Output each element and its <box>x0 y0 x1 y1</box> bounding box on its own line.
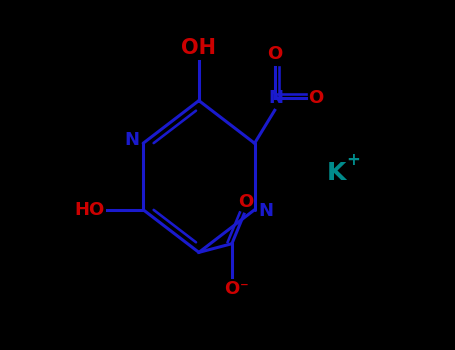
Text: N: N <box>268 90 283 107</box>
Text: OH: OH <box>182 38 217 58</box>
Text: K: K <box>327 161 347 185</box>
Text: HO: HO <box>75 201 105 219</box>
Text: N: N <box>259 202 274 220</box>
Text: O: O <box>267 46 283 63</box>
Text: O: O <box>224 280 239 298</box>
Text: O: O <box>308 89 323 107</box>
Text: ⁻: ⁻ <box>239 278 248 296</box>
Text: O: O <box>238 193 253 211</box>
Text: +: + <box>347 151 360 169</box>
Text: N: N <box>124 131 139 149</box>
